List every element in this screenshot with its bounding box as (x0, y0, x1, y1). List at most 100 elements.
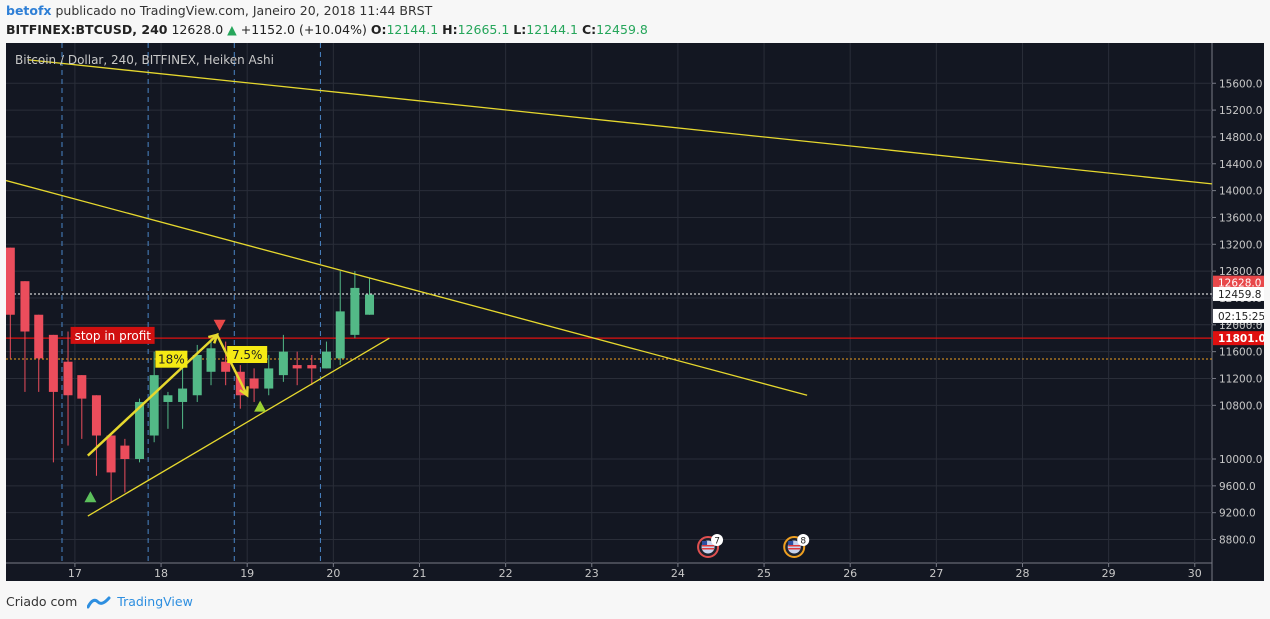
x-tick-label: 18 (154, 567, 168, 580)
y-tick-label: 15600.0 (1219, 78, 1262, 90)
x-tick-label: 28 (1015, 567, 1029, 580)
x-tick-label: 29 (1102, 567, 1116, 580)
flag-stripe (702, 548, 715, 550)
low-label: L: (513, 22, 527, 37)
candle-body (149, 375, 159, 436)
y-tick-label: 15200.0 (1219, 105, 1262, 117)
arrowhead (208, 333, 219, 344)
footer: Criado com TradingView (6, 594, 193, 609)
candle-body (48, 334, 58, 392)
last-price: 12628.0 (171, 22, 224, 37)
candle-body (221, 361, 231, 372)
candle-body (135, 401, 145, 459)
trendline (6, 179, 808, 396)
countdown-tag (1213, 308, 1264, 323)
y-axis-labels: 15600.0 15200.0 14800.0 14400.0 14000.0 13600… (1212, 78, 1264, 547)
trendline (87, 337, 390, 517)
y-tick-label: 9200.0 (1219, 508, 1256, 520)
grid (6, 43, 1212, 563)
x-axis-labels: 17 18 19 20 21 22 23 24 25 26 27 28 29 30 (68, 563, 1202, 580)
event-badge-count: 8 (800, 537, 806, 547)
candle-body (206, 348, 216, 372)
stop-label-box (70, 326, 155, 344)
percent-label-box (227, 346, 268, 363)
price-change: +1152.0 (+10.04%) (240, 22, 367, 37)
percent-label-text: 7.5% (232, 348, 263, 362)
event-badge (797, 534, 810, 546)
annotations: stop in profit 18% 7.5% 7 8 (70, 319, 810, 558)
event-badge (711, 534, 724, 546)
y-tick-label: 11200.0 (1219, 373, 1262, 385)
candle-body (63, 361, 73, 396)
candle-body (335, 311, 345, 359)
flag-stripe (788, 548, 801, 550)
x-tick-label: 26 (843, 567, 857, 580)
low-value: 12144.1 (526, 22, 578, 37)
close-label: C: (581, 22, 597, 37)
y-tick-label: 10000.0 (1219, 454, 1262, 466)
close-value: 12459.8 (596, 22, 648, 37)
published-line: betofx publicado no TradingView.com, Jan… (6, 3, 432, 18)
candle-body (365, 294, 375, 315)
y-tick-label: 14000.0 (1219, 186, 1262, 198)
candle-body (307, 365, 317, 369)
x-tick-label: 20 (326, 567, 340, 580)
price-chart[interactable]: stop in profit 18% 7.5% 7 8 15600.0 15200.0 14… (6, 43, 1264, 581)
flag-canton (702, 541, 708, 545)
trendline (27, 59, 1213, 185)
candle-body (350, 287, 360, 335)
ohlc-line: BITFINEX:BTCUSD, 240 12628.0 ▲ +1152.0 (… (6, 22, 648, 37)
close-price-tag-text: 12459.8 (1218, 289, 1261, 301)
candle-body (321, 351, 331, 369)
x-tick-label: 27 (929, 567, 943, 580)
candle-body (91, 395, 101, 436)
candle-body (292, 365, 302, 369)
y-tick-label: 13200.0 (1219, 239, 1262, 251)
flag-canton (788, 541, 794, 545)
open-value: 12144.1 (386, 22, 439, 37)
author-name[interactable]: betofx (6, 3, 52, 18)
y-tick-label: 13600.0 (1219, 212, 1262, 224)
y-tick-label: 10800.0 (1219, 400, 1262, 412)
high-value: 12665.1 (457, 22, 510, 37)
buy-marker-icon (254, 400, 267, 412)
flag-stripe (702, 545, 715, 547)
x-tick-label: 30 (1188, 567, 1202, 580)
brand-link[interactable]: TradingView (117, 594, 193, 609)
countdown-tag-text: 02:15:25 (1218, 311, 1264, 323)
x-tick-label: 25 (757, 567, 771, 580)
high-label: H: (442, 22, 458, 37)
candle-body (6, 247, 15, 315)
x-tick-label: 23 (585, 567, 599, 580)
candle-body (120, 445, 130, 459)
candle-body (249, 378, 259, 389)
created-with-text: Criado com (6, 594, 78, 609)
vertical-dashed-lines (61, 43, 321, 563)
tradingview-logo-icon (87, 596, 111, 608)
candle-body (106, 435, 116, 473)
stop-price-tag (1213, 331, 1264, 346)
candle-body (34, 314, 44, 359)
candle-body (77, 375, 87, 399)
candle-body (178, 388, 188, 402)
x-tick-label: 19 (240, 567, 254, 580)
event-badge-count: 7 (714, 537, 720, 547)
last-price-tag (1213, 275, 1264, 290)
candle-body (264, 368, 274, 389)
trendlines (6, 59, 1213, 517)
y-tick-label: 8800.0 (1219, 535, 1256, 547)
y-tick-label: 11600.0 (1219, 347, 1262, 359)
x-tick-label: 17 (68, 567, 82, 580)
y-tick-label: 14800.0 (1219, 132, 1262, 144)
percent-label-box (155, 350, 188, 368)
sell-marker-icon (213, 319, 226, 331)
y-tick-label: 9600.0 (1219, 481, 1256, 493)
last-price-tag-text: 12628.0 (1218, 278, 1261, 290)
chart-title: Bitcoin / Dollar, 240, BITFINEX, Heiken … (15, 53, 274, 67)
x-tick-label: 22 (499, 567, 513, 580)
open-label: O: (370, 22, 387, 37)
arrowhead (239, 386, 249, 398)
x-tick-label: 24 (671, 567, 685, 580)
x-tick-label: 21 (412, 567, 426, 580)
percent-label-text: 18% (158, 353, 185, 367)
